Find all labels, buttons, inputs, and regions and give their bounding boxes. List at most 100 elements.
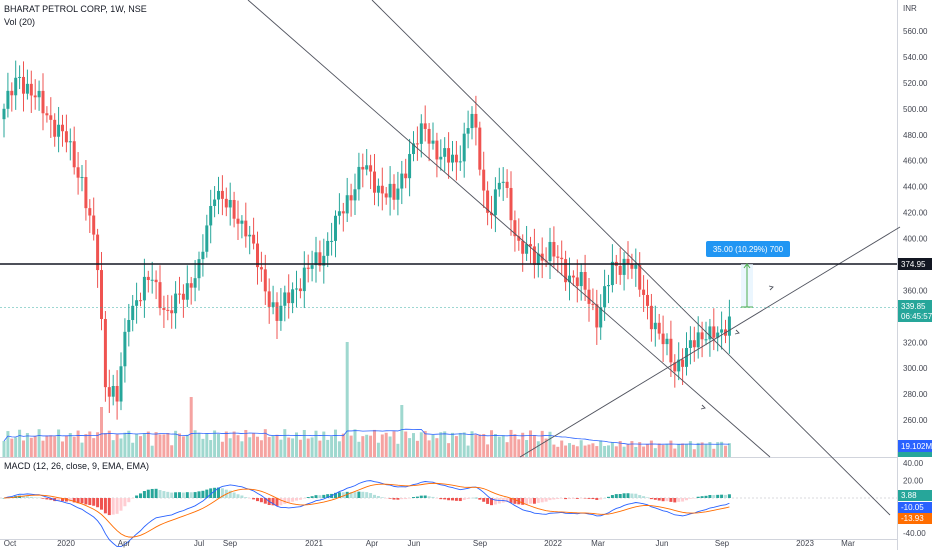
volume-bar — [677, 443, 681, 457]
drawings[interactable] — [247, 0, 901, 516]
volume-bar — [509, 429, 513, 457]
volume-bar — [139, 436, 142, 457]
volume-bar — [68, 433, 72, 457]
candle-body — [622, 258, 626, 275]
volume-bar — [595, 446, 599, 457]
macd-histogram-bar — [634, 493, 638, 498]
macd-histogram-bar — [649, 498, 653, 500]
volume-bar — [349, 435, 353, 457]
volume-bar — [556, 446, 560, 457]
time-tick: 2023 — [796, 539, 814, 548]
macd-histogram-bar — [462, 498, 466, 500]
time-tick: Mar — [591, 539, 605, 548]
candle-body — [37, 90, 41, 98]
candle-body — [178, 293, 181, 295]
macd-histogram-bar — [256, 498, 259, 502]
macd-histogram-bar — [466, 498, 470, 499]
volume-bar — [646, 443, 649, 457]
rising-trendline[interactable] — [519, 226, 901, 458]
candle-body — [704, 339, 708, 341]
candle-body — [439, 156, 443, 160]
volume-bar — [568, 443, 571, 457]
volume-bar — [544, 438, 548, 457]
macd-histogram-bar — [353, 492, 357, 498]
candle-body — [232, 199, 236, 219]
volume-bar — [224, 431, 228, 457]
macd-histogram-bar — [529, 498, 532, 504]
macd-histogram-bar — [170, 492, 174, 498]
candle-body — [486, 190, 490, 213]
volume-bar — [505, 442, 509, 457]
volume-bar — [529, 430, 532, 457]
currency-label: INR — [903, 4, 917, 13]
candle-body — [25, 83, 29, 94]
macd-histogram-bar — [665, 498, 669, 502]
volume-bar — [642, 446, 646, 457]
candle-body — [408, 154, 412, 179]
arrow-mark-3 — [768, 285, 774, 291]
candle-body — [337, 211, 341, 216]
time-axis[interactable]: Oct 2020 Apr Jul Sep 2021 Apr Jun Sep 2022 Mar Jun S… — [4, 539, 855, 548]
volume-bar — [388, 436, 392, 457]
candle-body — [92, 215, 96, 235]
volume-bar — [61, 441, 64, 457]
candle-body — [618, 265, 622, 275]
macd-histogram-bar — [470, 497, 474, 499]
volume-bar — [649, 440, 653, 457]
candle-body — [220, 190, 224, 199]
volume-bar — [466, 445, 470, 457]
candle-body — [166, 309, 170, 311]
macd-histogram-bar — [334, 492, 337, 498]
macd-histogram-bar — [536, 498, 540, 503]
volume-bar — [18, 429, 22, 457]
price-range-measure[interactable]: 35.00 (10.29%) 700 — [706, 241, 790, 308]
volume-bar — [263, 429, 267, 457]
macd-histogram-bar — [404, 498, 408, 500]
candle-body — [197, 259, 201, 279]
candle-body — [318, 252, 322, 266]
macd-histogram-bar — [716, 494, 720, 498]
macd-line — [3, 480, 730, 548]
level-tag: 374.95 — [898, 258, 932, 270]
volume-bar — [482, 433, 486, 457]
volume-bar — [622, 446, 626, 457]
candle-body — [720, 329, 724, 333]
candle-body — [240, 220, 244, 224]
candle-body — [400, 173, 404, 189]
volume-bar — [673, 448, 677, 457]
volume-legend[interactable]: Vol (20) — [4, 17, 36, 27]
candle-body — [345, 195, 349, 214]
macd-histogram-bar — [275, 498, 279, 506]
candle-body — [349, 195, 353, 201]
macd-histogram-bar — [310, 496, 314, 498]
volume-bar — [201, 438, 205, 457]
macd-histogram-bar — [88, 498, 92, 506]
macd-legend[interactable]: MACD (12, 26, close, 9, EMA, EMA) — [4, 461, 150, 471]
price-tick: 320.00 — [903, 338, 928, 347]
macd-histogram-bar — [158, 490, 162, 498]
volume-bar — [248, 437, 252, 457]
symbol-legend[interactable]: BHARAT PETROL CORP, 1W, NSE — [4, 4, 147, 14]
price-tick: 300.00 — [903, 364, 928, 373]
channel-upper-line[interactable] — [371, 0, 891, 516]
volume-bar — [431, 434, 435, 457]
candle-body — [64, 131, 68, 143]
candle-body — [72, 141, 76, 168]
candle-body — [595, 304, 599, 328]
volume-bar — [345, 342, 349, 457]
macd-histogram-bar — [400, 498, 404, 500]
macd-histogram-bar — [443, 498, 447, 500]
candle-body — [127, 320, 131, 332]
candle-body — [681, 359, 685, 367]
channel-lower-line[interactable] — [247, 0, 771, 458]
volume-bar — [583, 445, 587, 457]
price-axis[interactable]: INR 560.00 540.00 520.00 500.00 480.00 460.00… — [903, 4, 928, 451]
candle-body — [373, 171, 376, 193]
volume-bar — [521, 432, 525, 457]
volume-bar — [392, 431, 396, 457]
macd-histogram-bar — [587, 498, 591, 499]
volume-bar — [404, 431, 408, 457]
macd-histogram-bar — [37, 497, 41, 499]
macd-histogram-bar — [571, 498, 575, 499]
